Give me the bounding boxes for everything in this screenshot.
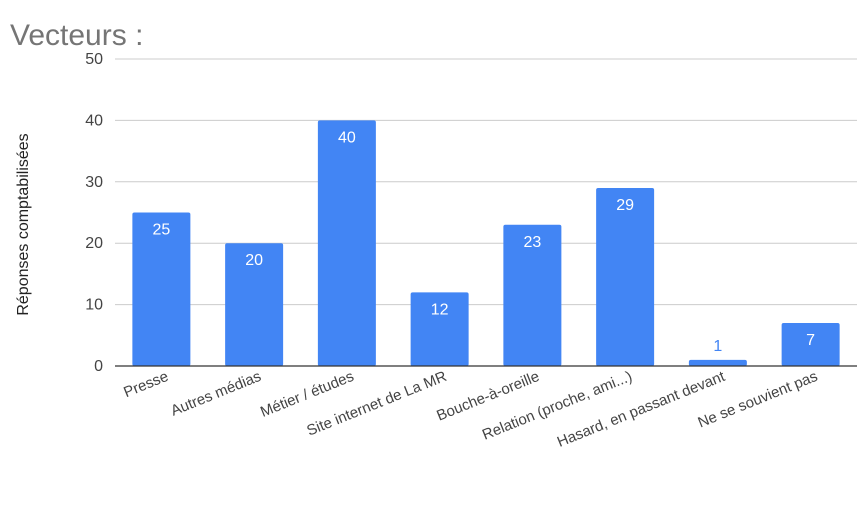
data-label: 7 (806, 332, 815, 349)
x-tick-label: Relation (proche, ami...) (480, 368, 635, 444)
data-label: 29 (616, 197, 634, 214)
bar (503, 224, 562, 366)
data-label: 12 (431, 301, 449, 318)
bar (317, 120, 376, 367)
y-axis-label: Réponses comptabilisées (15, 133, 32, 315)
x-tick-label: Hasard, en passant devant (555, 368, 728, 451)
bars (132, 120, 840, 367)
data-label: 20 (245, 252, 263, 269)
bar (132, 212, 191, 366)
data-label: 1 (713, 338, 722, 355)
y-tick-label: 40 (85, 112, 103, 129)
y-tick-label: 20 (85, 235, 103, 252)
y-tick-label: 0 (94, 358, 103, 375)
y-axis-ticks: 0 10 20 30 40 50 (85, 51, 103, 375)
x-tick-label: Autres médias (168, 368, 263, 420)
bar (596, 187, 655, 366)
y-tick-label: 50 (85, 51, 103, 68)
chart-title: Vecteurs : (10, 19, 143, 52)
data-label: 23 (523, 234, 541, 251)
y-tick-label: 10 (85, 297, 103, 314)
data-label: 40 (338, 129, 356, 146)
bar (781, 323, 840, 366)
y-tick-label: 30 (85, 174, 103, 191)
bar (410, 292, 469, 366)
x-tick-label: Presse (121, 368, 171, 401)
data-labels: 25 20 40 12 23 29 1 7 (152, 129, 815, 354)
data-label: 25 (152, 222, 170, 239)
bar (225, 243, 284, 366)
bar (688, 359, 747, 366)
